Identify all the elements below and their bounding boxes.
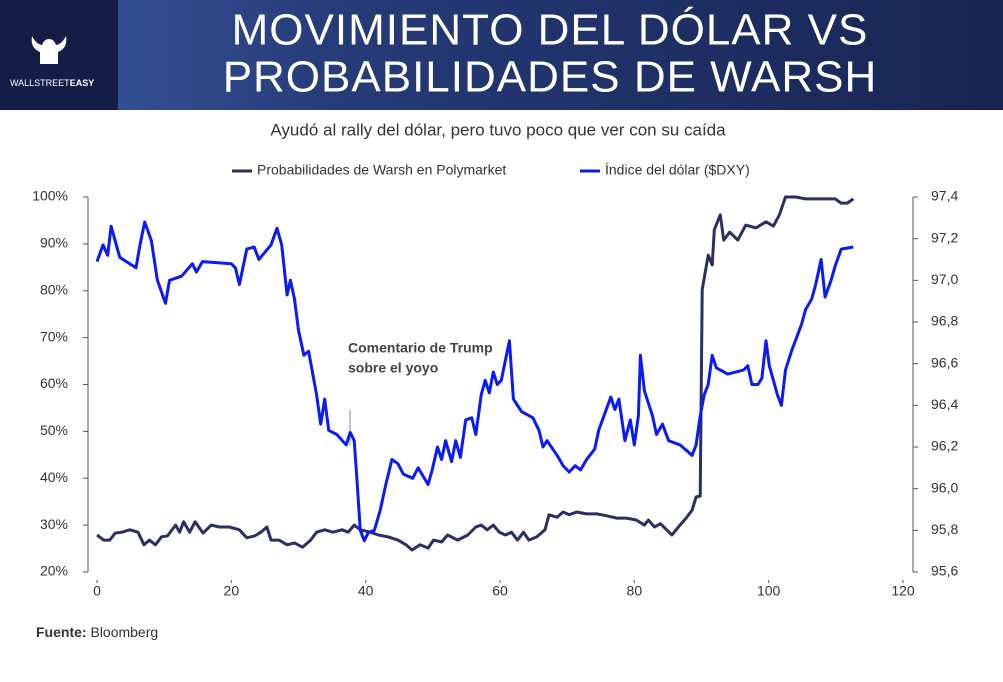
header <box>0 0 1003 110</box>
y2-tick-label: 96,8 <box>931 313 958 329</box>
x-tick-label: 80 <box>627 583 643 599</box>
logo-panel <box>0 0 118 110</box>
y-tick-label: 30% <box>40 516 68 532</box>
source-name: Bloomberg <box>90 624 158 640</box>
x-tick-label: 60 <box>492 583 508 599</box>
annotation: sobre el yoyo <box>348 360 438 376</box>
x-tick-label: 40 <box>358 583 374 599</box>
y2-tick-label: 97,4 <box>931 188 958 204</box>
y-tick-label: 20% <box>40 563 68 579</box>
x-tick-label: 0 <box>93 583 101 599</box>
y-tick-label: 50% <box>40 422 68 438</box>
y2-tick-label: 97,0 <box>931 271 958 287</box>
brand-main: WALLSTREET <box>10 78 70 88</box>
y2-tick-label: 96,6 <box>931 354 958 370</box>
y-tick-label: 100% <box>32 188 68 204</box>
y2-tick-label: 95,8 <box>931 521 958 537</box>
y-tick-label: 70% <box>40 328 68 344</box>
y2-tick-label: 96,2 <box>931 438 958 454</box>
chart-title: PROBABILIDADES DE WARSH <box>223 53 878 102</box>
y-tick-label: 90% <box>40 235 68 251</box>
x-tick-label: 20 <box>224 583 240 599</box>
y2-tick-label: 95,6 <box>931 563 958 579</box>
source: Fuente: Bloomberg <box>36 624 158 640</box>
chart-title: MOVIMIENTO DEL DÓLAR VS <box>232 6 869 55</box>
logo-icon <box>31 36 67 64</box>
x-tick-label: 100 <box>757 583 781 599</box>
brand-bold: EASY <box>70 78 95 88</box>
y2-tick-label: 97,2 <box>931 229 958 245</box>
brand: WALLSTREETEASY <box>10 78 94 88</box>
series-line <box>95 220 854 543</box>
y2-tick-label: 96,4 <box>931 396 958 412</box>
y-tick-label: 60% <box>40 375 68 391</box>
annotation: Comentario de Trump <box>348 340 493 356</box>
legend-label: Índice del dólar ($DXY) <box>605 162 750 178</box>
x-tick-label: 120 <box>891 583 915 599</box>
legend-label: Probabilidades de Warsh en Polymarket <box>257 162 506 178</box>
series-line <box>96 195 855 552</box>
source-label: Fuente: <box>36 624 87 640</box>
y-tick-label: 80% <box>40 281 68 297</box>
y2-tick-label: 96,0 <box>931 479 958 495</box>
y-tick-label: 40% <box>40 469 68 485</box>
subtitle: Ayudó al rally del dólar, pero tuvo poco… <box>270 120 726 139</box>
